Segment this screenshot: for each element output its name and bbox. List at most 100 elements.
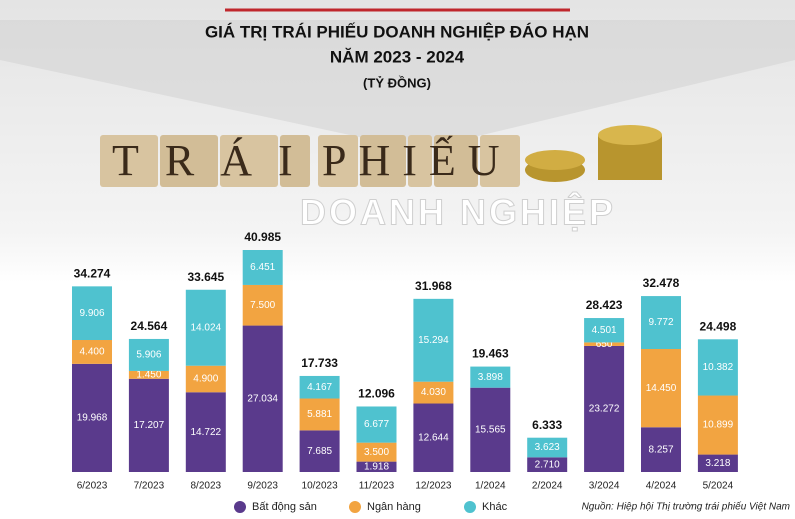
bar-segment (641, 296, 681, 350)
value-label: 12.644 (418, 432, 449, 443)
value-label: 1.918 (364, 461, 389, 472)
value-label: 6.451 (250, 262, 275, 273)
backdrop (0, 20, 795, 150)
bar-segment (584, 342, 625, 346)
legend-swatch (234, 501, 246, 513)
banner-word: DOANH NGHIỆP (300, 191, 616, 233)
total-label: 19.463 (472, 347, 509, 361)
value-label: 15.294 (418, 335, 449, 346)
bar-segment (697, 395, 738, 455)
total-label: 28.423 (586, 298, 623, 312)
x-tick-label: 7/2023 (134, 481, 165, 492)
total-label: 31.968 (415, 279, 452, 293)
value-label: 15.565 (475, 424, 506, 435)
coins (525, 150, 585, 170)
value-label: 14.450 (646, 383, 677, 394)
bar-segment (413, 381, 454, 404)
value-label: 4.900 (193, 374, 218, 385)
bar-segment (185, 365, 226, 393)
block (100, 135, 158, 187)
coins (598, 125, 662, 145)
bar-segment (185, 289, 226, 366)
value-label: 3.898 (478, 372, 503, 383)
value-label: 27.034 (247, 393, 278, 404)
banner-word: PHIẾU (322, 135, 512, 185)
x-tick-label: 6/2023 (77, 481, 108, 492)
block (434, 135, 478, 187)
source: Nguồn: Hiệp hội Thị trường trái phiếu Vi… (582, 501, 790, 513)
bar-segment (584, 318, 625, 343)
block (220, 135, 278, 187)
x-tick-label: 11/2023 (359, 481, 395, 492)
value-label: 4.501 (592, 325, 617, 336)
value-label: 650 (596, 339, 613, 350)
x-tick-label: 2/2024 (532, 481, 563, 492)
legend-label: Ngân hàng (367, 501, 421, 513)
value-label: 14.722 (191, 427, 222, 438)
x-tick-label: 9/2023 (247, 481, 278, 492)
bar-segment (356, 461, 397, 472)
value-label: 9.772 (648, 317, 673, 328)
bar-segment (72, 340, 112, 364)
bar-segment (470, 387, 511, 472)
block (280, 135, 310, 187)
bar-segment (413, 298, 454, 382)
value-label: 5.906 (136, 350, 161, 361)
total-label: 33.645 (187, 270, 224, 284)
bar-segment (242, 250, 283, 285)
bar-segment (299, 430, 340, 472)
value-label: 17.207 (134, 420, 165, 431)
unit-label: (TỶ ĐỒNG) (363, 75, 431, 90)
value-label: 2.710 (535, 459, 560, 470)
block (408, 135, 432, 187)
value-label: 5.881 (307, 409, 332, 420)
x-tick-label: 8/2023 (191, 481, 222, 492)
bar-segment (356, 406, 397, 443)
bar-segment (299, 375, 340, 399)
bar-segment (128, 370, 169, 379)
bar-segment (527, 437, 568, 458)
x-tick-label: 3/2024 (589, 481, 620, 492)
total-label: 32.478 (643, 276, 680, 290)
bar-segment (641, 349, 681, 428)
value-label: 3.623 (535, 442, 560, 453)
total-label: 34.274 (74, 267, 111, 281)
total-label: 6.333 (532, 418, 562, 432)
bar-segment (185, 392, 226, 472)
value-label: 1.450 (136, 370, 161, 381)
bar-segment (413, 403, 454, 472)
bar-segment (527, 457, 568, 472)
block (480, 135, 520, 187)
legend-swatch (349, 501, 361, 513)
total-label: 24.564 (131, 319, 168, 333)
value-label: 14.024 (191, 322, 222, 333)
legend-swatch (464, 501, 476, 513)
value-label: 4.400 (79, 347, 104, 358)
total-label: 24.498 (700, 319, 737, 333)
x-tick-label: 12/2023 (415, 481, 452, 492)
legend-label: Bất động sản (252, 501, 317, 513)
bar-segment (242, 325, 283, 472)
bar-segment (299, 398, 340, 431)
x-tick-label: 1/2024 (475, 481, 506, 492)
bar-segment (697, 454, 738, 472)
block (360, 135, 406, 187)
total-label: 40.985 (244, 230, 281, 244)
bar-segment (641, 427, 681, 472)
value-label: 19.968 (77, 413, 108, 424)
total-label: 12.096 (358, 387, 395, 401)
value-label: 6.677 (364, 419, 389, 430)
value-label: 3.218 (705, 458, 730, 469)
banner-word: TRÁI (112, 136, 319, 185)
bar-segment (128, 338, 169, 371)
bar-segment (584, 345, 625, 472)
block (160, 135, 218, 187)
value-label: 10.382 (703, 362, 734, 373)
value-label: 7.500 (250, 300, 275, 311)
bar-segment (242, 284, 283, 326)
bar-segment (128, 378, 169, 472)
total-label: 17.733 (301, 356, 338, 370)
chart-title: GIÁ TRỊ TRÁI PHIẾU DOANH NGHIỆP ĐÁO HẠN (205, 22, 589, 41)
legend-label: Khác (482, 501, 508, 513)
block (318, 135, 358, 187)
